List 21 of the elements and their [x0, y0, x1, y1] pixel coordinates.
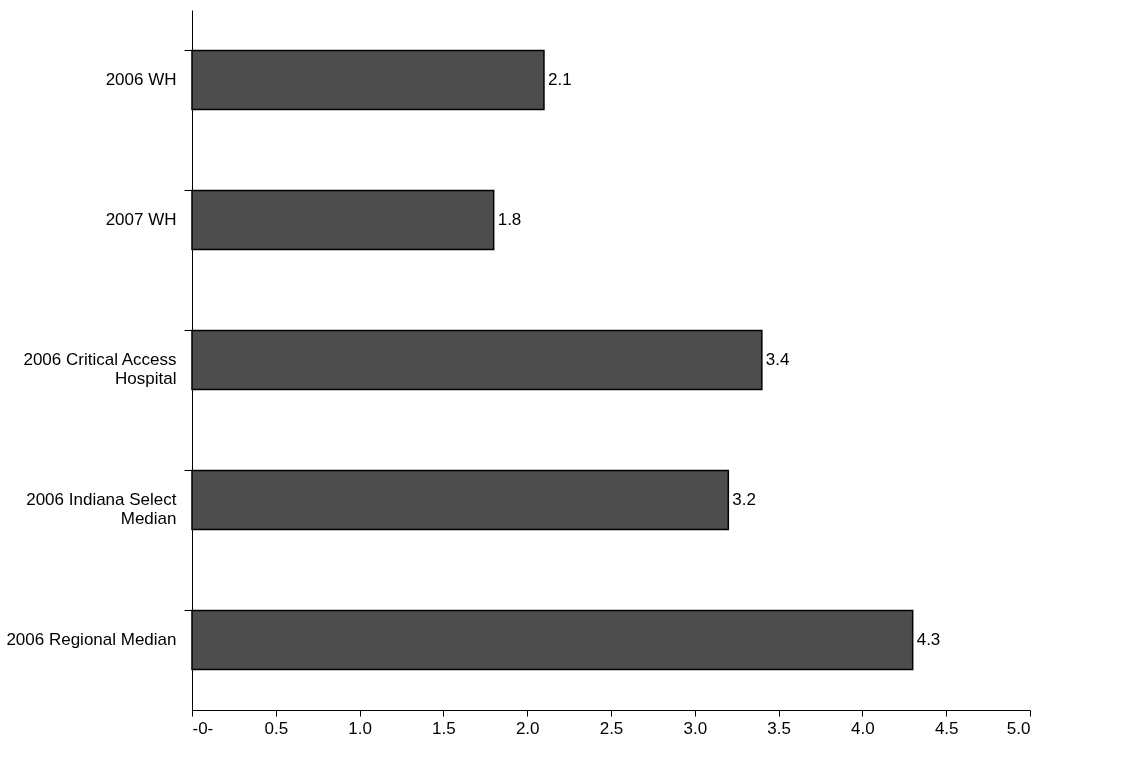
y-tick-label: 2006 Critical Access Hospital — [23, 350, 177, 388]
x-tick-label: 3.0 — [683, 718, 708, 738]
x-tick-label: 1.5 — [432, 718, 456, 738]
x-tick-label: 0.5 — [264, 718, 289, 738]
data-label: 1.8 — [497, 210, 522, 229]
y-tick-label: 2006 Indiana Select Median — [26, 490, 177, 528]
y-tick-label: 2007 WH — [105, 210, 177, 229]
data-label: 3.4 — [765, 350, 790, 369]
x-tick-label: 3.5 — [767, 718, 791, 738]
x-tick-label: 1.0 — [348, 718, 372, 738]
data-label: 4.3 — [916, 630, 941, 649]
x-tick-label: 4.0 — [851, 718, 875, 738]
data-label: 2.1 — [547, 70, 572, 89]
x-tick-label: -0- — [192, 718, 214, 738]
data-label: 3.2 — [732, 490, 756, 509]
x-tick-label: 4.5 — [934, 718, 959, 738]
y-tick-label: 2006 WH — [105, 70, 177, 89]
x-tick-label: 5.0 — [1006, 718, 1031, 738]
y-tick-label: 2006 Regional Median — [6, 630, 177, 649]
x-tick-label: 2.0 — [515, 718, 540, 738]
x-tick-label: 2.5 — [599, 718, 624, 738]
